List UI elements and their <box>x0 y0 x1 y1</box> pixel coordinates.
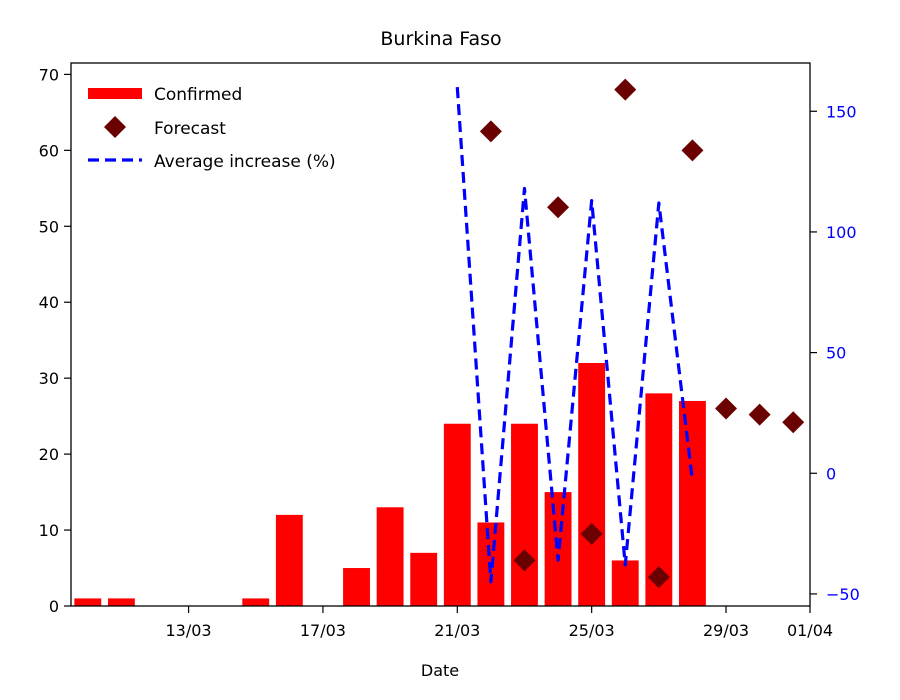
confirmed-bars <box>74 362 706 606</box>
bar-confirmed-9 <box>376 507 404 606</box>
legend-average-increase-label: Average increase (%) <box>154 152 336 172</box>
forecast-marker-1 <box>513 549 536 572</box>
y-tick-label-5: 50 <box>39 217 59 236</box>
legend-confirmed-label: Confirmed <box>154 85 242 105</box>
x-tick-label-0: 13/03 <box>166 621 212 640</box>
forecast-marker-2 <box>547 196 570 219</box>
bar-confirmed-16 <box>611 560 639 606</box>
legend-forecast-marker <box>104 116 126 138</box>
forecast-marker-9 <box>782 411 805 434</box>
forecast-marker-5 <box>647 566 670 589</box>
y-tick-label-6: 60 <box>39 141 59 160</box>
bar-confirmed-11 <box>443 423 471 606</box>
bar-confirmed-14 <box>544 492 572 606</box>
forecast-marker-3 <box>580 522 603 545</box>
y2-tick-label-3: 100 <box>826 223 857 242</box>
bar-confirmed-13 <box>511 423 538 606</box>
bar-confirmed-15 <box>578 362 606 606</box>
x-axis: 13/03 17/03 21/03 25/03 29/03 01/04 <box>166 606 833 640</box>
legend-confirmed-swatch <box>88 88 142 99</box>
x-tick-label-5: 01/04 <box>787 621 833 640</box>
bar-confirmed-18 <box>678 400 706 606</box>
forecast-marker-6 <box>681 139 704 162</box>
bar-confirmed-0 <box>74 598 102 606</box>
plot-frame <box>70 62 811 607</box>
average-increase-line <box>455 87 695 584</box>
bar-confirmed-10 <box>410 552 438 606</box>
bar-confirmed-1 <box>107 598 135 606</box>
y-tick-label-1: 10 <box>39 521 59 540</box>
y-axis-left: 0 10 20 30 40 50 60 70 <box>39 65 71 616</box>
x-tick-label-2: 21/03 <box>434 621 480 640</box>
x-tick-label-4: 29/03 <box>703 621 749 640</box>
y-axis-right: −50 0 50 100 150 <box>810 102 860 604</box>
x-tick-label-1: 17/03 <box>300 621 346 640</box>
y-tick-label-0: 0 <box>49 597 59 616</box>
y-tick-label-2: 20 <box>39 445 59 464</box>
y2-tick-label-1: 0 <box>826 464 836 483</box>
bar-confirmed-5 <box>242 598 270 606</box>
legend: Confirmed Forecast Average increase (%) <box>88 85 336 172</box>
bar-confirmed-6 <box>275 514 303 606</box>
y-tick-label-7: 70 <box>39 65 59 84</box>
forecast-marker-8 <box>748 403 771 426</box>
y-tick-label-3: 30 <box>39 369 59 388</box>
chart-title: Burkina Faso <box>380 28 501 50</box>
forecast-markers <box>479 78 805 589</box>
x-axis-label: Date <box>421 661 459 680</box>
average-increase-line-group <box>455 87 695 584</box>
forecast-marker-7 <box>715 397 738 420</box>
y-tick-label-4: 40 <box>39 293 59 312</box>
y2-tick-label-4: 150 <box>826 102 857 121</box>
x-tick-label-3: 25/03 <box>569 621 615 640</box>
legend-forecast-label: Forecast <box>154 119 226 139</box>
y2-tick-label-2: 50 <box>826 344 846 363</box>
bar-confirmed-8 <box>343 568 370 606</box>
forecast-marker-4 <box>614 78 637 101</box>
y2-tick-label-0: −50 <box>826 585 860 604</box>
forecast-marker-0 <box>479 120 502 143</box>
